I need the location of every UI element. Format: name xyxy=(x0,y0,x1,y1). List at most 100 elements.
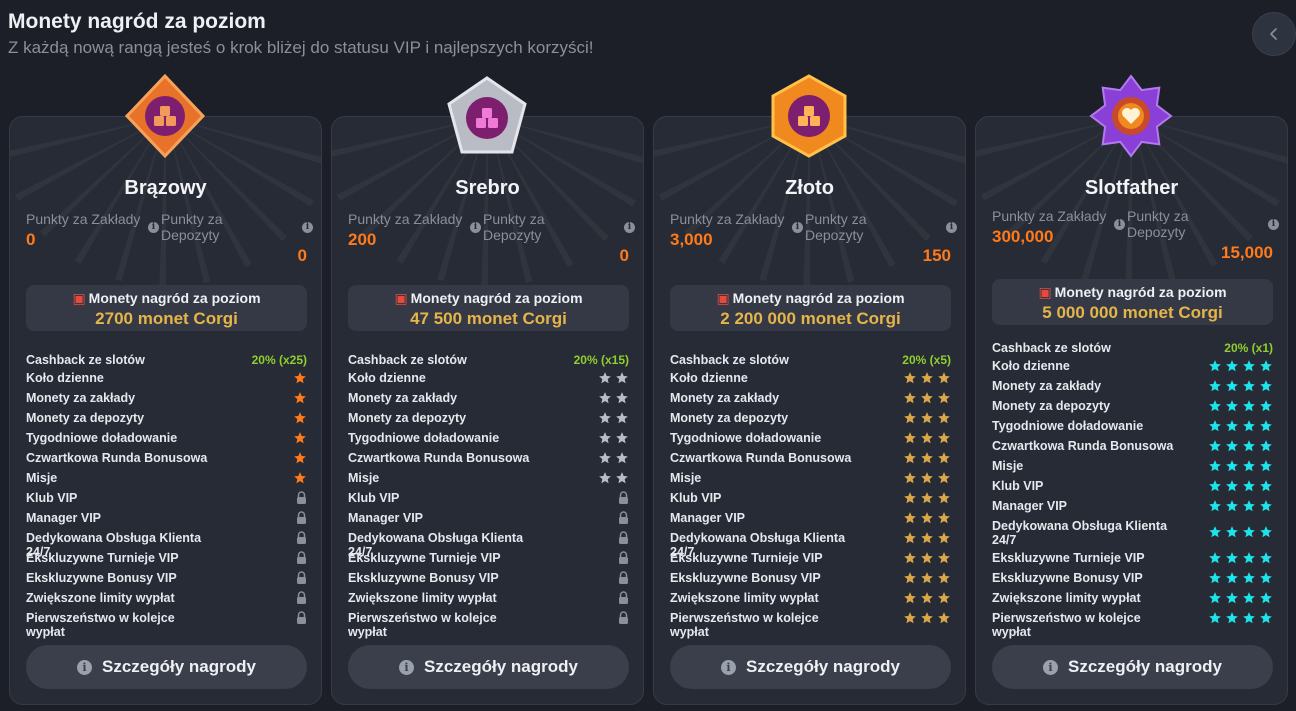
deposit-points-label: Punkty za Depozyty xyxy=(483,211,545,243)
benefit-label: Tygodniowe doładowanie xyxy=(348,431,500,445)
benefit-rating xyxy=(296,611,307,624)
info-icon[interactable]: i xyxy=(302,222,313,233)
star-icon xyxy=(1260,400,1272,412)
info-icon: i xyxy=(399,659,414,675)
tier-card: Złoto Punkty za Zakłady 3,000 i Punkty za De… xyxy=(653,116,966,705)
benefit-rating xyxy=(1208,571,1273,585)
benefit-label: Ekskluzywne Turnieje VIP xyxy=(670,551,823,565)
info-icon[interactable]: i xyxy=(624,222,635,233)
cashback-value: 20% (x5) xyxy=(902,353,951,367)
tier-name: Złoto xyxy=(785,177,834,199)
star-icon xyxy=(938,472,950,484)
tier-card: Srebro Punkty za Zakłady 200 i Punkty za Dep… xyxy=(331,116,644,705)
star-icon xyxy=(1243,420,1255,432)
star-icon xyxy=(921,532,933,544)
lock-icon xyxy=(297,611,306,624)
benefit-rating xyxy=(903,391,951,405)
star-icon xyxy=(616,472,628,484)
benefit-rating xyxy=(293,471,307,485)
benefit-row: Misje xyxy=(348,471,629,491)
back-button[interactable] xyxy=(1252,12,1296,56)
bet-points-value: 200 xyxy=(348,230,377,249)
benefit-rating xyxy=(618,611,629,624)
benefit-rating xyxy=(293,391,307,405)
star-icon xyxy=(1226,380,1238,392)
benefit-label: Manager VIP xyxy=(992,499,1068,513)
star-icon xyxy=(1260,592,1272,604)
benefit-label: Czwartkowa Runda Bonusowa xyxy=(992,439,1174,453)
info-icon[interactable]: i xyxy=(1268,219,1279,230)
star-icon xyxy=(938,572,950,584)
reward-label: ▣ Monety nagród za poziom xyxy=(72,290,261,306)
reward-details-button[interactable]: i Szczegóły nagrody xyxy=(26,645,307,689)
star-icon xyxy=(1209,552,1221,564)
star-icon xyxy=(904,532,916,544)
star-icon xyxy=(1260,420,1272,432)
benefit-label: Klub VIP xyxy=(670,491,722,505)
star-icon xyxy=(938,412,950,424)
benefit-label: Ekskluzywne Bonusy VIP xyxy=(348,571,499,585)
benefit-row: Koło dzienne xyxy=(26,371,307,391)
reward-label: ▣ Monety nagród za poziom xyxy=(1038,284,1227,300)
benefit-rating xyxy=(598,451,629,465)
star-icon xyxy=(1209,592,1221,604)
reward-value: 47 500 monet Corgi xyxy=(410,309,567,328)
benefit-label: Manager VIP xyxy=(670,511,746,525)
benefit-label: Monety za depozyty xyxy=(26,411,145,425)
benefit-row: Czwartkowa Runda Bonusowa xyxy=(26,451,307,471)
lock-icon xyxy=(297,571,306,584)
info-icon[interactable]: i xyxy=(1114,219,1125,230)
reward-label: ▣ Monety nagród za poziom xyxy=(716,290,905,306)
info-icon[interactable]: i xyxy=(792,222,803,233)
benefit-rating xyxy=(1208,499,1273,513)
reward-details-button[interactable]: i Szczegóły nagrody xyxy=(992,645,1273,689)
page-header: Monety nagród za poziom Z każdą nową ran… xyxy=(8,10,594,58)
reward-value: 2 200 000 monet Corgi xyxy=(720,309,901,328)
benefits-list: Cashback ze slotów 20% (x5) Koło dzienne Mo… xyxy=(670,353,951,639)
info-icon[interactable]: i xyxy=(148,222,159,233)
star-icon xyxy=(1243,552,1255,564)
benefit-label: Misje xyxy=(26,471,58,485)
tier-card: Brązowy Punkty za Zakłady 0 i Punkty za Depo… xyxy=(9,116,322,705)
benefit-label: Klub VIP xyxy=(992,479,1044,493)
star-icon xyxy=(1243,612,1255,624)
benefit-label: Manager VIP xyxy=(348,511,424,525)
star-icon xyxy=(616,432,628,444)
benefit-label: Pierwszeństwo w kolejce wypłat xyxy=(992,611,1141,639)
reward-details-button[interactable]: i Szczegóły nagrody xyxy=(348,645,629,689)
star-icon xyxy=(921,552,933,564)
star-icon xyxy=(1209,420,1221,432)
benefit-row: Misje xyxy=(992,459,1273,479)
star-icon xyxy=(1260,360,1272,372)
star-icon xyxy=(921,572,933,584)
info-icon[interactable]: i xyxy=(470,222,481,233)
cashback-label: Cashback ze slotów xyxy=(26,353,145,367)
benefit-label: Pierwszeństwo w kolejce wypłat xyxy=(348,611,497,639)
star-icon xyxy=(921,612,933,624)
benefit-row: Tygodniowe doładowanie xyxy=(348,431,629,451)
star-icon xyxy=(1226,500,1238,512)
tier-name: Brązowy xyxy=(124,177,207,199)
benefit-rating xyxy=(293,411,307,425)
info-icon[interactable]: i xyxy=(946,222,957,233)
chevron-left-icon xyxy=(1270,28,1277,40)
star-icon xyxy=(904,472,916,484)
gift-icon: ▣ xyxy=(716,290,730,306)
benefit-row: Misje xyxy=(26,471,307,491)
star-icon xyxy=(1260,480,1272,492)
reward-details-button[interactable]: i Szczegóły nagrody xyxy=(670,645,951,689)
deposit-points-value: 0 xyxy=(297,246,307,265)
benefit-row: Dedykowana Obsługa Klienta 24/7 xyxy=(670,531,951,559)
benefit-rating xyxy=(293,451,307,465)
star-icon xyxy=(1209,460,1221,472)
benefit-rating xyxy=(296,511,307,524)
benefit-row: Monety za depozyty xyxy=(670,411,951,431)
benefit-rating xyxy=(903,471,951,485)
rays-decoration xyxy=(654,117,965,287)
benefit-rating xyxy=(293,431,307,445)
cashback-value: 20% (x25) xyxy=(251,353,307,367)
benefit-rating xyxy=(1208,479,1273,493)
benefit-row: Pierwszeństwo w kolejce wypłat xyxy=(670,611,951,639)
benefit-label: Zwiększone limity wypłat xyxy=(26,591,175,605)
cashback-row: Cashback ze slotów 20% (x15) xyxy=(348,353,629,371)
